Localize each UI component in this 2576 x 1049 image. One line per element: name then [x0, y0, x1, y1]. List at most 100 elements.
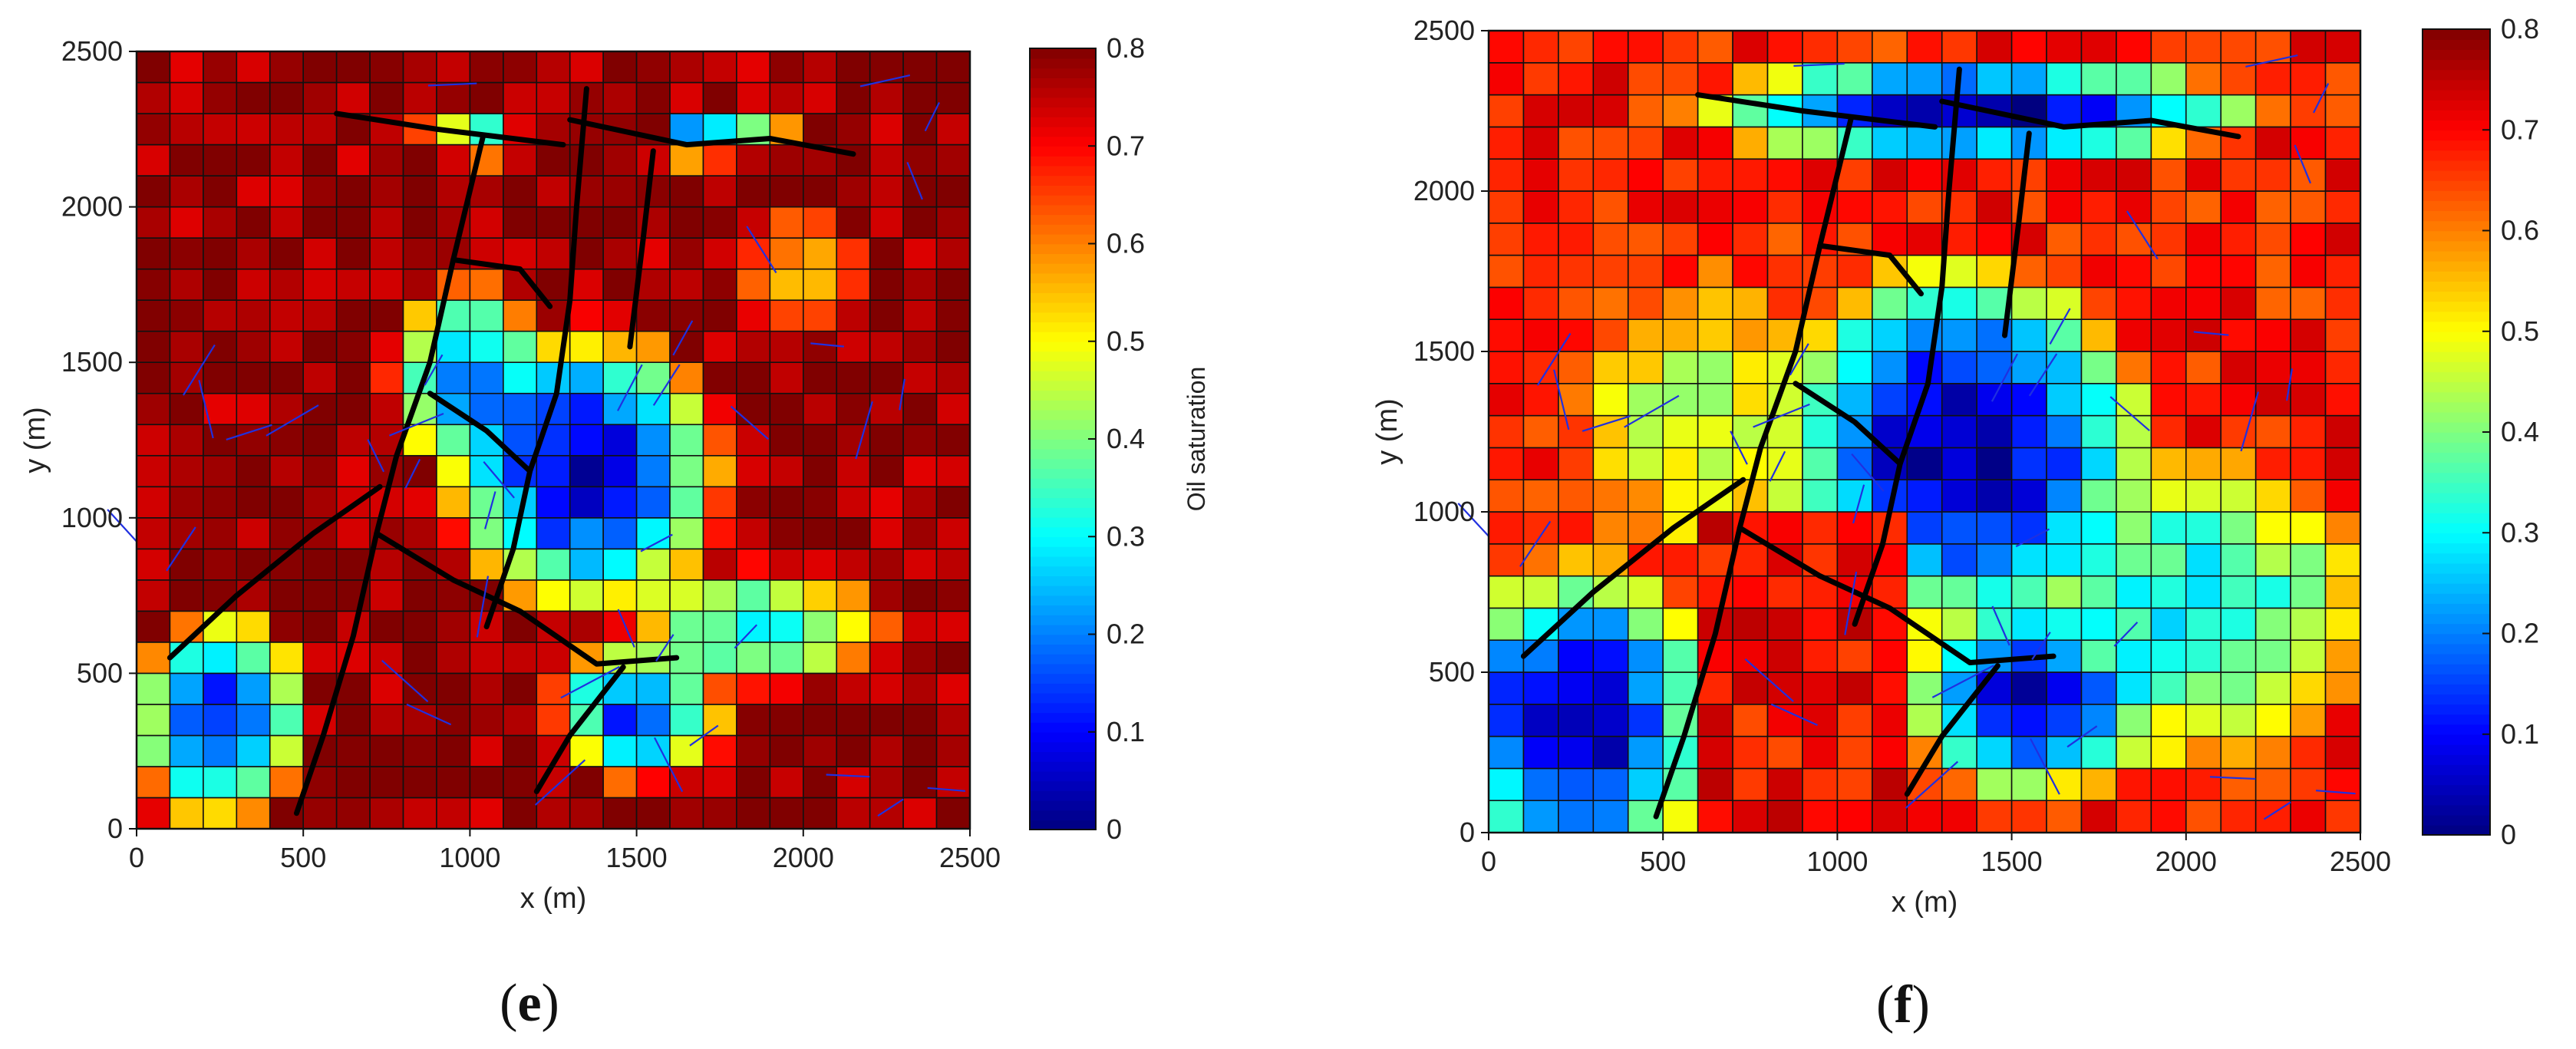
- heatmap-cell: [702, 361, 737, 394]
- natural-fracture: [654, 737, 684, 793]
- heatmap-cell: [1766, 254, 1803, 289]
- heatmap-cell: [1627, 318, 1664, 352]
- heatmap-cell: [236, 113, 271, 146]
- heatmap-cell: [1488, 126, 1525, 160]
- heatmap-cell: [803, 454, 838, 488]
- heatmap-cell: [2010, 575, 2047, 609]
- colorbar-segment: [2423, 462, 2490, 473]
- heatmap-cell: [302, 51, 338, 84]
- natural-fracture: [1624, 394, 1680, 428]
- y-tick-label: 0: [107, 813, 123, 844]
- heatmap-cell: [369, 81, 404, 114]
- heatmap-cell: [1941, 607, 1977, 642]
- colorbar-segment: [2423, 331, 2490, 342]
- colorbar-segment: [1030, 683, 1096, 694]
- heatmap-cell: [236, 454, 271, 488]
- colorbar-segment: [2423, 684, 2490, 695]
- heatmap-cell: [203, 610, 238, 643]
- heatmap-cell: [169, 610, 204, 643]
- heatmap-cell: [2080, 126, 2117, 160]
- heatmap-cell: [1558, 286, 1595, 320]
- heatmap-cell: [1697, 382, 1733, 417]
- heatmap-cell: [469, 81, 504, 114]
- heatmap-cell: [669, 610, 704, 643]
- colorbar-segment: [1030, 780, 1096, 791]
- heatmap-cell: [1522, 222, 1559, 256]
- heatmap-cell: [236, 734, 271, 767]
- heatmap-cell: [1488, 671, 1525, 705]
- heatmap-cell: [203, 579, 238, 612]
- natural-fracture: [1905, 760, 1959, 809]
- heatmap-cell: [1906, 351, 1943, 384]
- heatmap-cell: [2010, 543, 2047, 577]
- heatmap-cell: [2116, 479, 2152, 513]
- heatmap-cell: [236, 330, 271, 363]
- heatmap-cell: [369, 268, 404, 301]
- heatmap-cell: [1592, 94, 1629, 128]
- heatmap-cell: [869, 734, 904, 767]
- heatmap-cell: [2185, 318, 2222, 352]
- heatmap-cell: [836, 361, 871, 394]
- heatmap-cell: [302, 486, 338, 519]
- heatmap-cell: [2220, 254, 2257, 289]
- colorbar-segment: [1030, 312, 1096, 323]
- heatmap-cell: [1592, 286, 1629, 320]
- colorbar-segment: [2423, 311, 2490, 322]
- heatmap-cell: [2080, 351, 2117, 384]
- heatmap-cell: [136, 424, 171, 457]
- natural-fracture: [424, 354, 444, 386]
- heatmap-cell: [702, 797, 737, 830]
- heatmap-cell: [2150, 286, 2187, 320]
- heatmap-cell: [1941, 254, 1977, 289]
- caption-letter: f: [1894, 975, 1912, 1034]
- heatmap-cell: [803, 672, 838, 705]
- heatmap-cell: [635, 734, 671, 767]
- heatmap-cell: [1802, 479, 1839, 513]
- heatmap-cell: [369, 642, 404, 675]
- natural-fracture: [855, 401, 873, 460]
- heatmap-cell: [1662, 286, 1699, 320]
- heatmap-cell: [469, 51, 504, 84]
- heatmap-cell: [2046, 62, 2083, 96]
- heatmap-cell: [335, 268, 371, 301]
- heatmap-cell: [2324, 62, 2361, 96]
- heatmap-cell: [2010, 62, 2047, 96]
- heatmap-cell: [469, 361, 504, 394]
- colorbar-tick-label: 0.8: [1107, 32, 1145, 64]
- colorbar-segment: [2423, 472, 2490, 483]
- heatmap-cell: [736, 579, 771, 612]
- heatmap-cell: [136, 516, 171, 550]
- heatmap-cell: [1906, 158, 1943, 192]
- heatmap-cell: [602, 516, 638, 550]
- heatmap-cell: [503, 610, 538, 643]
- heatmap-cell: [2010, 158, 2047, 192]
- colorbar-segment: [1030, 272, 1096, 284]
- heatmap-cell: [1592, 671, 1629, 705]
- natural-fracture: [1793, 62, 1845, 67]
- fracture-line: [1939, 98, 2241, 140]
- heatmap-cell: [2080, 447, 2117, 481]
- heatmap-cell: [2046, 286, 2083, 320]
- y-tick-label: 1000: [61, 502, 123, 533]
- heatmap-cell: [769, 237, 804, 270]
- heatmap-cell: [503, 175, 538, 208]
- heatmap-cell: [1836, 158, 1873, 192]
- heatmap-cell: [136, 113, 171, 146]
- heatmap-cell: [736, 642, 771, 675]
- heatmap-cell: [2150, 575, 2187, 609]
- heatmap-cell: [536, 81, 571, 114]
- heatmap-cell: [669, 454, 704, 488]
- caption-close-paren: ): [1912, 975, 1930, 1034]
- heatmap-cell: [1836, 30, 1873, 64]
- colorbar-segment: [2423, 613, 2490, 625]
- colorbar-segment: [2423, 301, 2490, 312]
- heatmap-cell: [635, 672, 671, 705]
- heatmap-cell: [302, 175, 338, 208]
- heatmap-cell: [469, 766, 504, 799]
- colorbar-segment: [1030, 820, 1096, 830]
- heatmap-cell: [335, 299, 371, 332]
- heatmap-cell: [669, 766, 704, 799]
- heatmap-cell: [569, 330, 604, 363]
- heatmap-cell: [2010, 254, 2047, 289]
- heatmap-cell: [2080, 767, 2117, 802]
